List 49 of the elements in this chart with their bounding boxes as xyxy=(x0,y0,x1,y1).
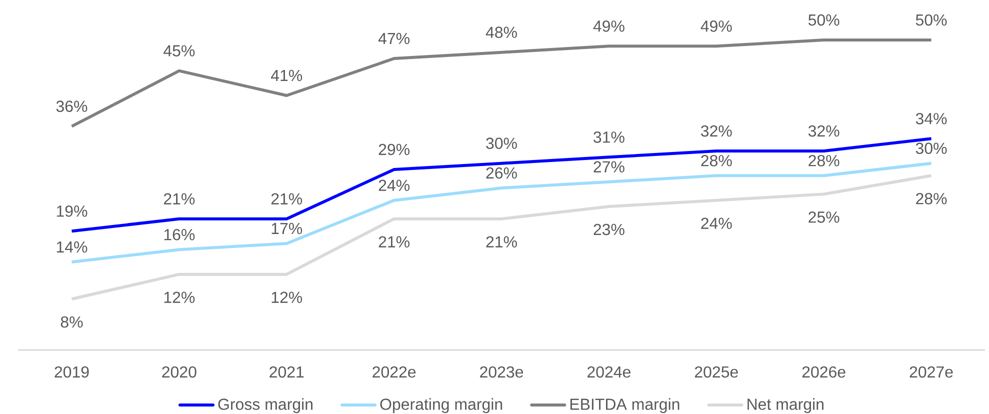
data-label: 12% xyxy=(164,292,195,303)
data-label: 26% xyxy=(486,167,517,179)
data-label: 30% xyxy=(486,138,517,149)
data-label: 50% xyxy=(808,14,840,26)
data-label: 14% xyxy=(56,241,88,253)
data-label: 24% xyxy=(701,218,732,229)
legend-label: EBITDA margin xyxy=(570,398,680,414)
x-tick-label: 2024e xyxy=(587,366,630,378)
data-label: 49% xyxy=(700,20,732,32)
legend-label: Net margin xyxy=(748,398,824,414)
data-label: 30% xyxy=(916,142,947,154)
data-label: 48% xyxy=(486,26,517,38)
data-label: 45% xyxy=(164,45,195,56)
data-label: 24% xyxy=(378,180,410,191)
x-tick-label: 2026e xyxy=(802,366,846,378)
data-label: 28% xyxy=(701,155,732,166)
data-label: 31% xyxy=(594,132,624,143)
data-label: 28% xyxy=(916,193,947,204)
data-label: 47% xyxy=(378,32,410,44)
data-label: 19% xyxy=(56,206,88,217)
x-tick-label: 2022e xyxy=(372,366,416,378)
data-label: 25% xyxy=(808,212,840,223)
data-label: 50% xyxy=(916,14,947,26)
data-label: 32% xyxy=(808,125,840,137)
data-label: 29% xyxy=(378,144,410,156)
data-label: 28% xyxy=(808,155,840,166)
x-tick-label: 2020 xyxy=(162,366,196,378)
data-label: 21% xyxy=(486,236,517,248)
data-label: 17% xyxy=(272,222,302,234)
data-label: 16% xyxy=(164,229,195,240)
x-tick-label: 2021 xyxy=(270,366,304,378)
data-label: 34% xyxy=(916,113,947,124)
data-label: 32% xyxy=(700,125,732,137)
x-tick-label: 2023e xyxy=(480,366,524,378)
data-label: 12% xyxy=(272,292,302,303)
data-label: 49% xyxy=(593,20,624,32)
data-label: 21% xyxy=(271,193,302,204)
legend-label: Gross margin xyxy=(218,398,312,414)
data-label: 8% xyxy=(60,316,83,328)
x-tick-label: 2019 xyxy=(54,366,89,378)
data-label: 36% xyxy=(56,100,88,112)
data-label: 23% xyxy=(594,224,624,236)
legend-label: Operating margin xyxy=(380,398,502,414)
data-label: 21% xyxy=(378,236,410,248)
x-tick-label: 2027e xyxy=(910,366,953,378)
x-tick-label: 2025e xyxy=(694,366,738,378)
data-label: 21% xyxy=(164,193,195,204)
data-label: 41% xyxy=(270,70,302,82)
data-label: 27% xyxy=(594,161,624,172)
